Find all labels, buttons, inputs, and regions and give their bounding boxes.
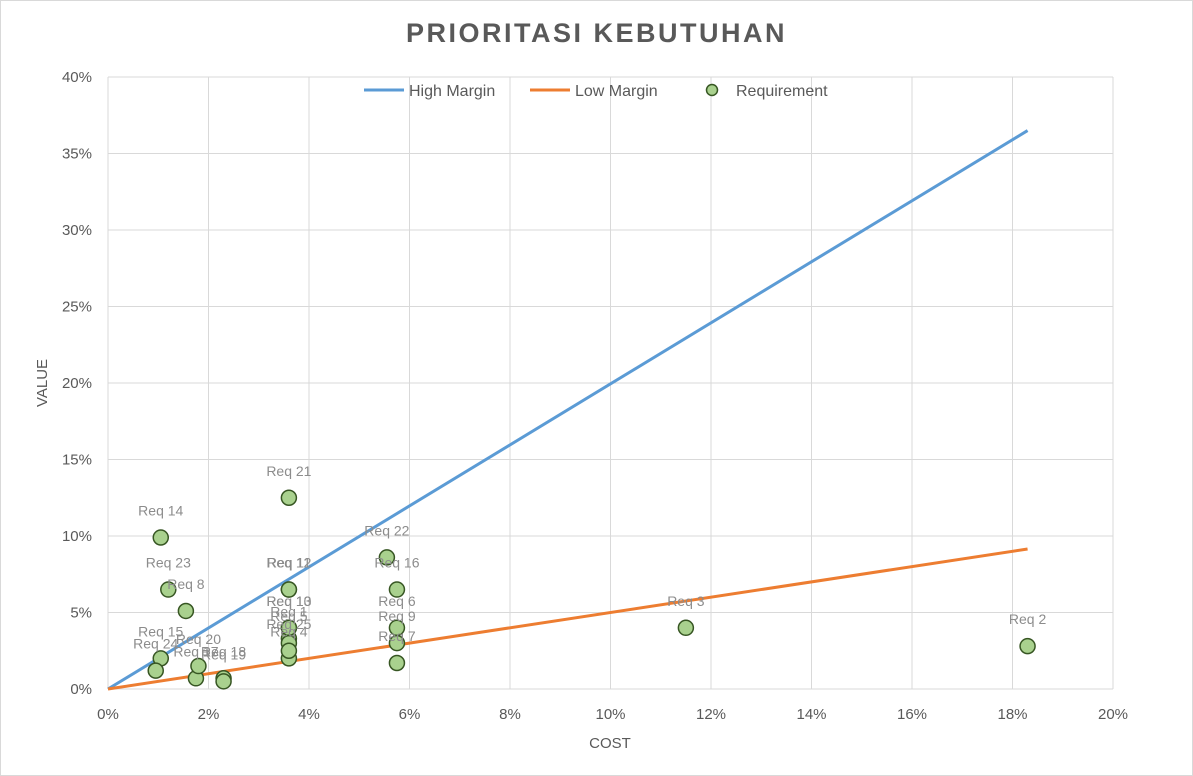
line-low-margin (107, 547, 1028, 691)
point-label: Req 14 (138, 503, 183, 519)
y-axis-title: VALUE (34, 359, 51, 407)
y-axis-ticks: 0% 5% 10% 15% 20% 25% 30% 35% 40% (62, 69, 92, 698)
point-label: Req 1 (270, 604, 308, 620)
point-label: Req 2 (1009, 611, 1047, 627)
y-tick-label: 20% (62, 375, 92, 392)
point-label: Req 15 (138, 623, 183, 639)
legend-label: Low Margin (575, 83, 658, 100)
requirement-point (147, 662, 164, 679)
x-tick-label: 18% (997, 706, 1027, 723)
x-tick-label: 14% (796, 706, 826, 723)
requirement-point (677, 619, 695, 637)
chart-title: PRIORITASI KEBUTUHAN (405, 18, 787, 48)
point-label: Req 5 (270, 608, 308, 624)
requirement-point (378, 549, 396, 566)
x-tick-label: 6% (399, 706, 421, 723)
point-label: Req 13 (266, 593, 311, 609)
point-label: Req 24 (133, 636, 178, 652)
x-tick-label: 12% (696, 706, 726, 723)
requirement-point (388, 634, 406, 652)
point-label: Req 25 (266, 616, 311, 632)
point-label: Req 11 (267, 555, 311, 571)
point-label: Req 7 (378, 628, 416, 644)
x-tick-label: 16% (897, 706, 927, 723)
requirement-point (280, 581, 298, 598)
x-tick-label: 10% (595, 706, 625, 723)
point-label: Req 12 (266, 555, 311, 571)
requirement-point (280, 619, 298, 637)
x-tick-label: 4% (298, 706, 320, 723)
point-label: Req 23 (146, 555, 191, 571)
y-tick-label: 40% (62, 69, 92, 86)
legend-label: High Margin (409, 83, 495, 100)
requirement-point (280, 642, 298, 659)
point-label: Req 19 (201, 646, 246, 662)
point-label: Req 10 (266, 593, 311, 609)
x-tick-label: 20% (1098, 706, 1128, 723)
requirement-point (1019, 637, 1036, 655)
point-label: Req 4 (270, 623, 308, 639)
point-label: Req 18 (201, 643, 246, 659)
x-tick-label: 0% (97, 706, 119, 723)
line-high-margin (107, 129, 1029, 691)
x-tick-label: 2% (198, 706, 220, 723)
x-tick-label: 8% (499, 706, 521, 723)
y-tick-label: 10% (62, 528, 92, 545)
point-label: Req 8 (167, 576, 205, 592)
y-tick-label: 5% (70, 605, 92, 622)
legend: High Margin Low Margin Requirement (364, 83, 828, 100)
requirement-point (152, 529, 170, 546)
point-label: Req 16 (374, 555, 419, 571)
point-label: Req 20 (176, 631, 221, 647)
point-label: Req 21 (266, 463, 311, 479)
requirement-point (388, 654, 406, 672)
point-label: Req 3 (667, 593, 705, 609)
y-tick-label: 35% (62, 146, 92, 163)
x-axis-title: COST (589, 735, 631, 752)
requirement-point (280, 489, 298, 506)
requirement-points (147, 489, 1036, 690)
requirement-point (160, 581, 177, 598)
margin-lines (107, 129, 1029, 691)
requirement-point (215, 673, 232, 690)
y-tick-label: 25% (62, 299, 92, 316)
point-label: Req 17 (173, 643, 218, 659)
legend-label: Requirement (736, 83, 828, 100)
requirement-point (177, 602, 195, 620)
legend-marker (705, 83, 719, 97)
y-tick-label: 15% (62, 452, 92, 469)
requirement-point (190, 657, 207, 675)
requirement-point (388, 581, 406, 598)
point-label: Req 6 (378, 593, 416, 609)
y-tick-label: 0% (70, 681, 92, 698)
y-tick-label: 30% (62, 222, 92, 239)
point-label: Req 9 (378, 608, 416, 624)
x-axis-ticks: 0% 2% 4% 6% 8% 10% 12% 14% 16% 18% 20% (97, 706, 1128, 723)
point-label: Req 22 (364, 522, 409, 538)
